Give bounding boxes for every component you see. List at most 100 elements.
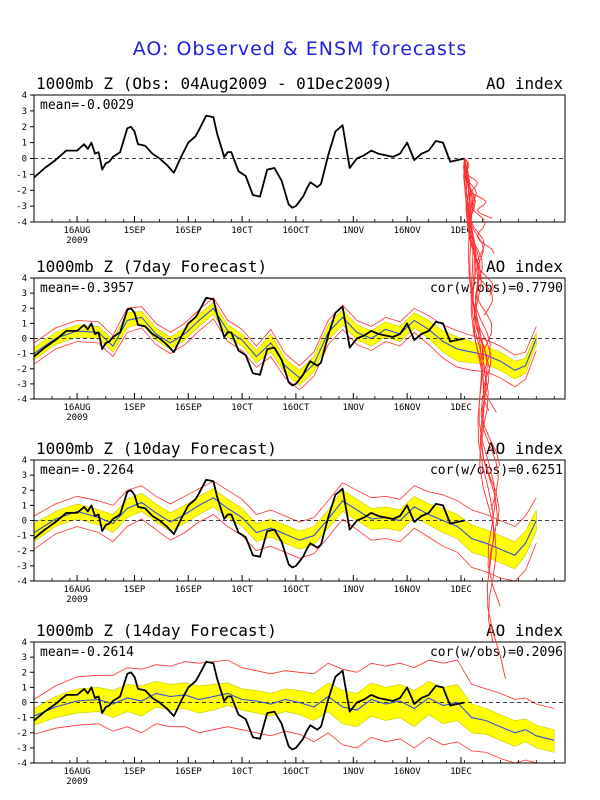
x-tick-label: 1DEC — [450, 585, 472, 595]
y-tick-label: 0 — [22, 335, 27, 345]
y-tick-label: 3 — [22, 471, 27, 481]
y-tick-label: 1 — [22, 683, 27, 693]
ensemble-member-line — [464, 158, 501, 607]
y-tick-label: 4 — [22, 456, 27, 466]
ensemble-member-line — [464, 158, 497, 642]
x-tick-label: 16AUG — [64, 585, 91, 595]
panel-right-label: AO index — [486, 439, 563, 458]
mean-label: mean=-0.2264 — [40, 463, 134, 478]
spread-outer-upper-line — [34, 659, 555, 709]
x-tick-label: 16NOV — [394, 767, 422, 777]
cor-label: cor(w/obs)=0.7790 — [430, 281, 563, 296]
x-tick-label: 16SEP — [175, 226, 203, 236]
x-tick-sublabel: 2009 — [66, 413, 88, 423]
y-tick-label: 0 — [22, 699, 27, 709]
spread-outer-upper-line — [34, 297, 537, 367]
panel-4 — [30, 641, 566, 764]
y-tick-label: 4 — [22, 91, 27, 101]
cor-label: cor(w/obs)=0.6251 — [430, 463, 563, 478]
panel-right-label: AO index — [486, 257, 563, 276]
y-tick-label: -2 — [16, 186, 27, 196]
x-tick-label: 10CT — [231, 226, 253, 236]
y-tick-label: -3 — [16, 744, 27, 754]
mean-label: mean=-0.0029 — [40, 98, 134, 113]
observed-line — [34, 114, 465, 209]
ensemble-member-line — [464, 158, 506, 679]
y-tick-label: -4 — [16, 577, 27, 587]
y-tick-label: 2 — [22, 304, 27, 314]
y-tick-label: -2 — [16, 547, 27, 557]
y-tick-label: 3 — [22, 289, 27, 299]
panel-title: 1000mb Z (7day Forecast) — [36, 257, 267, 276]
panel-3 — [30, 459, 566, 582]
x-tick-label: 16AUG — [64, 767, 91, 777]
x-tick-label: 16SEP — [175, 403, 203, 413]
observed-line — [34, 296, 465, 387]
spread-outer-lower-line — [34, 514, 537, 581]
panel-title: 1000mb Z (10day Forecast) — [36, 439, 277, 458]
ensemble-mean-line — [34, 692, 555, 741]
spread-band — [34, 680, 555, 753]
x-tick-label: 1SEP — [124, 585, 146, 595]
cor-label: cor(w/obs)=0.2096 — [430, 645, 563, 660]
y-tick-label: 3 — [22, 653, 27, 663]
ensemble-members — [463, 158, 506, 679]
observed-line — [34, 478, 465, 569]
y-tick-label: 2 — [22, 123, 27, 133]
x-tick-label: 1DEC — [450, 767, 472, 777]
x-tick-label: 1NOV — [342, 226, 364, 236]
observed-line — [34, 660, 465, 751]
y-tick-label: 1 — [22, 501, 27, 511]
y-tick-label: -3 — [16, 202, 27, 212]
y-tick-label: -4 — [16, 395, 27, 405]
x-tick-label: 1SEP — [124, 226, 146, 236]
x-tick-label: 10CT — [231, 767, 253, 777]
x-tick-label: 16SEP — [175, 767, 203, 777]
y-tick-label: 0 — [22, 155, 27, 165]
ensemble-member-line — [464, 158, 493, 219]
y-tick-label: 4 — [22, 274, 27, 284]
panel-title: 1000mb Z (14day Forecast) — [36, 621, 277, 640]
y-tick-label: -4 — [16, 218, 27, 228]
panel-title: 1000mb Z (Obs: 04Aug2009 - 01Dec2009) — [36, 74, 392, 93]
x-tick-label: 1DEC — [450, 403, 472, 413]
spread-outer-lower-line — [34, 723, 555, 763]
x-tick-label: 16SEP — [175, 585, 203, 595]
spread-outer-upper-line — [34, 480, 537, 527]
panel-right-label: AO index — [486, 621, 563, 640]
panel-right-label: AO index — [486, 74, 563, 93]
y-tick-label: 3 — [22, 107, 27, 117]
x-tick-label: 1NOV — [342, 767, 364, 777]
x-tick-sublabel: 2009 — [66, 236, 88, 246]
y-tick-label: -1 — [16, 532, 27, 542]
x-tick-label: 16NOV — [394, 585, 422, 595]
x-tick-label: 1SEP — [124, 403, 146, 413]
mean-label: mean=-0.3957 — [40, 281, 134, 296]
x-tick-sublabel: 2009 — [66, 595, 88, 605]
mean-label: mean=-0.2614 — [40, 645, 134, 660]
y-tick-label: -2 — [16, 365, 27, 375]
y-tick-label: -4 — [16, 759, 27, 769]
x-tick-label: 10CT — [231, 403, 253, 413]
y-tick-label: -1 — [16, 350, 27, 360]
panel-2 — [30, 277, 566, 400]
x-tick-label: 1NOV — [342, 403, 364, 413]
y-tick-label: 2 — [22, 668, 27, 678]
x-tick-label: 16NOV — [394, 403, 422, 413]
y-tick-label: 0 — [22, 517, 27, 527]
x-tick-label: 16AUG — [64, 403, 91, 413]
spread-band — [34, 488, 537, 570]
panel-plot-area — [34, 114, 565, 209]
panel-plot-area — [34, 296, 565, 391]
panel-plot-area — [34, 478, 565, 581]
y-tick-label: -3 — [16, 380, 27, 390]
x-tick-label: 16AUG — [64, 226, 91, 236]
spread-outer-lower-line — [34, 318, 537, 391]
x-tick-label: 16OCT — [282, 226, 310, 236]
x-tick-label: 1DEC — [450, 226, 472, 236]
x-tick-label: 16OCT — [282, 585, 310, 595]
y-tick-label: -2 — [16, 729, 27, 739]
panel-plot-area — [34, 659, 565, 763]
y-tick-label: -1 — [16, 170, 27, 180]
